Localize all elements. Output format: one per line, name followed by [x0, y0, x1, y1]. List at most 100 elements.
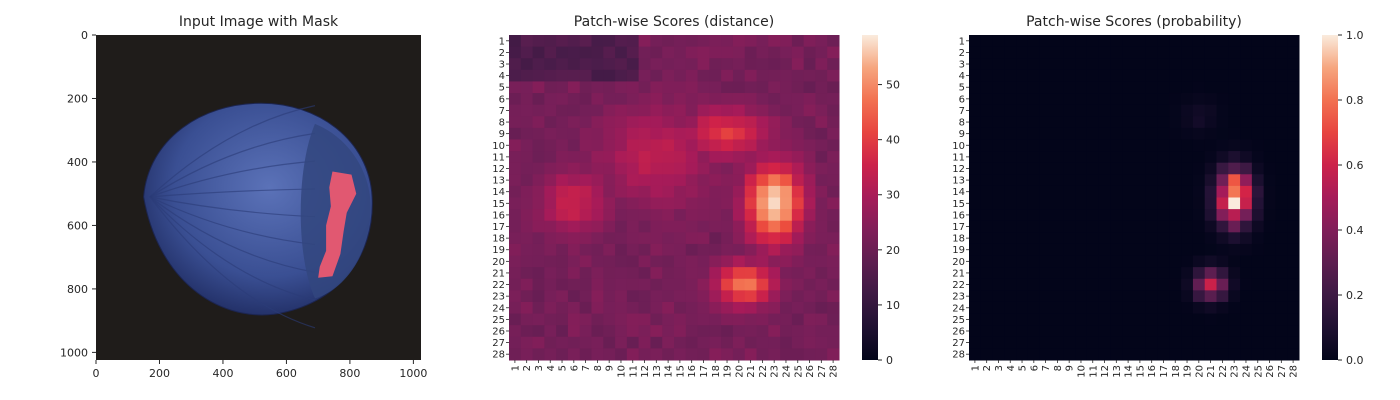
heatmap-cell [1110, 58, 1123, 71]
heatmap-cell [697, 278, 710, 291]
heatmap-cell [721, 325, 734, 338]
heatmap-cell [992, 313, 1005, 326]
heatmap-cell [1016, 197, 1029, 210]
heatmap-cell [1216, 267, 1229, 280]
heatmap-cell [626, 58, 640, 71]
heatmap-cell [1287, 139, 1300, 152]
heatmap-cell [591, 255, 604, 268]
heatmap-cell [1063, 127, 1076, 140]
heatmap-cell [674, 278, 687, 291]
heatmap-cell [732, 267, 746, 280]
heatmap-cell [697, 104, 710, 117]
heatmap-cell [756, 35, 769, 48]
heatmap-cell [1287, 336, 1300, 349]
heatmap-cell [1263, 255, 1276, 268]
heatmap-cell [815, 301, 828, 315]
heatmap-cell [556, 348, 569, 361]
heatmap-cell [780, 232, 793, 245]
heatmap-cell [1039, 243, 1052, 257]
heatmap-cell [532, 162, 545, 175]
heatmap-cell [685, 267, 699, 280]
heatmap-cell [1192, 336, 1206, 349]
heatmap-cell [1145, 243, 1159, 257]
heatmap-cell [1192, 46, 1206, 59]
heatmap-cell [1098, 336, 1111, 349]
heatmap-cell [815, 174, 828, 187]
heatmap-cell [1287, 116, 1300, 129]
heatmap-cell [650, 348, 663, 361]
heatmap-cell [709, 209, 722, 222]
heatmap-cell [1098, 58, 1111, 71]
heatmap-cell [1086, 301, 1100, 315]
heatmap-cell [1051, 127, 1064, 140]
col-label: 16 [1147, 365, 1158, 378]
heatmap-cell [1251, 278, 1265, 291]
row-label: 14 [952, 187, 965, 198]
heatmap-cell [650, 35, 663, 48]
heatmap-cell [579, 93, 592, 106]
heatmap-cell [603, 162, 616, 175]
x-tick-label: 800 [339, 367, 360, 380]
heatmap-cell [1051, 93, 1064, 106]
heatmap-cell [1240, 104, 1253, 117]
heatmap-cell [591, 290, 604, 303]
heatmap-cell [1098, 278, 1111, 291]
heatmap-cell [969, 325, 982, 338]
heatmap-cell [1251, 127, 1265, 140]
heatmap-cell [1075, 185, 1088, 198]
heatmap-cell [520, 174, 534, 187]
heatmap-cell [1122, 313, 1135, 326]
heatmap-cell [803, 325, 816, 338]
heatmap-cell [1004, 278, 1017, 291]
heatmap-cell [1169, 151, 1182, 164]
heatmap-cell [1204, 278, 1217, 291]
heatmap-cell [827, 46, 840, 59]
heatmap-cell [992, 46, 1005, 59]
row-label: 16 [952, 210, 965, 221]
heatmap-cell [603, 93, 616, 106]
heatmap-cell [1263, 220, 1276, 233]
heatmap-cell [1145, 232, 1159, 245]
heatmap-cell [1075, 81, 1088, 94]
heatmap-cell [579, 162, 592, 175]
y-tick-label: 800 [67, 283, 88, 296]
heatmap-cell [1181, 255, 1194, 268]
heatmap-cell [1063, 58, 1076, 71]
heatmap-cell [1181, 174, 1194, 187]
heatmap-cell [732, 185, 746, 198]
heatmap-cell [662, 278, 675, 291]
heatmap-cell [1181, 139, 1194, 152]
heatmap-cell [791, 116, 805, 129]
heatmap-cell [732, 197, 746, 210]
heatmap-cell [1039, 81, 1052, 94]
heatmap-cell [721, 174, 734, 187]
col-label: 24 [781, 365, 792, 378]
heatmap-cell [697, 46, 710, 59]
col-label: 5 [558, 365, 569, 371]
heatmap-cell [744, 209, 757, 222]
heatmap-cell [1004, 197, 1017, 210]
heatmap-cell [709, 46, 722, 59]
heatmap-cell [544, 116, 557, 129]
heatmap-cell [650, 104, 663, 117]
heatmap-cell [1240, 220, 1253, 233]
heatmap-cell [1240, 278, 1253, 291]
heatmap-cell [638, 301, 651, 315]
heatmap-cell [1110, 209, 1123, 222]
heatmap-cell [768, 93, 781, 106]
heatmap-cell [1098, 290, 1111, 303]
col-label: 10 [1076, 365, 1087, 378]
heatmap-cell [1145, 35, 1159, 48]
heatmap-cell [579, 243, 592, 257]
heatmap-cell [579, 58, 592, 71]
heatmap-cell [768, 325, 781, 338]
heatmap-cell [1134, 174, 1147, 187]
heatmap-cell [1275, 220, 1288, 233]
row-label: 8 [959, 118, 965, 129]
heatmap-cell [815, 104, 828, 117]
heatmap-cell [1251, 267, 1265, 280]
heatmap-cell [626, 127, 640, 140]
heatmap-cell [1240, 301, 1253, 315]
heatmap-cell [1086, 209, 1100, 222]
col-label: 10 [616, 365, 627, 378]
